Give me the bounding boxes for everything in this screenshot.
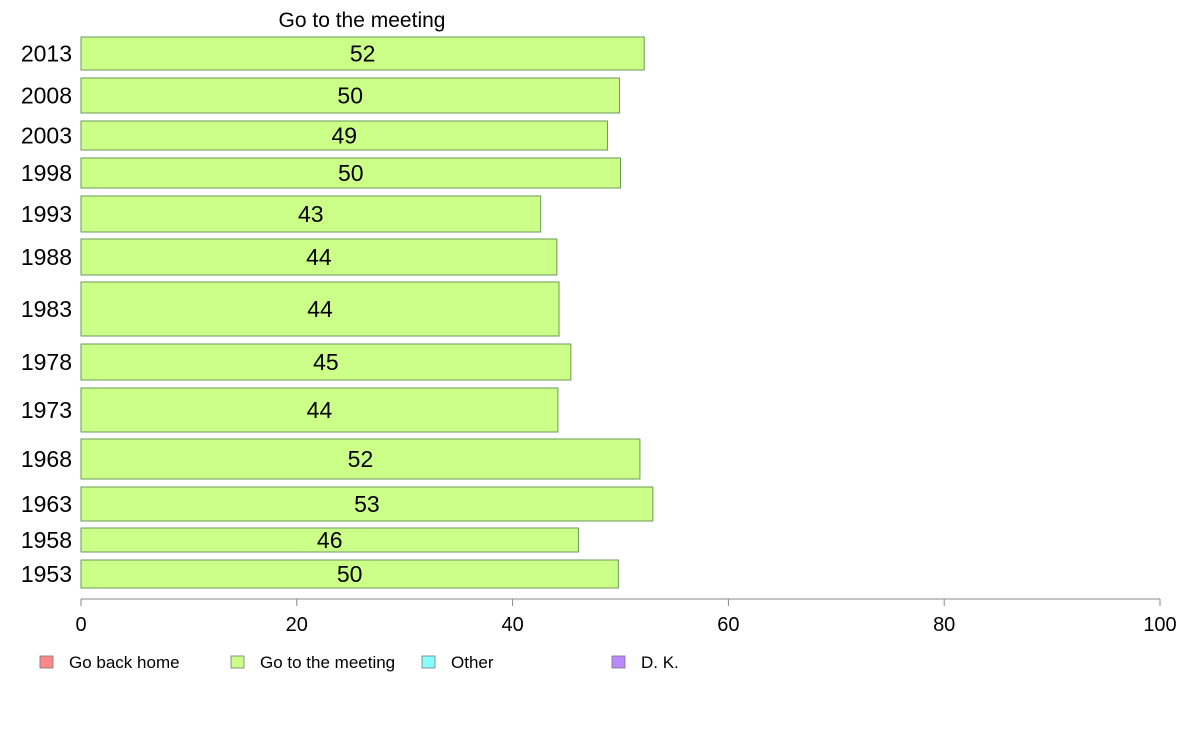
bar (80, 281, 560, 337)
bar (80, 36, 645, 71)
legend-label: Go to the meeting (260, 653, 395, 672)
bar-value-label: 46 (317, 527, 343, 553)
bar (80, 387, 559, 433)
category-label: 1998 (21, 160, 72, 186)
bar-value-label: 45 (313, 349, 339, 375)
legend-swatch (230, 655, 245, 669)
category-label: 2013 (21, 41, 72, 67)
category-label: 1958 (21, 527, 72, 553)
bar-value-label: 50 (337, 561, 363, 587)
bar (80, 195, 542, 233)
bar (80, 486, 654, 522)
category-label: 1963 (21, 491, 72, 517)
category-label: 2003 (21, 123, 72, 149)
bar-value-label: 49 (331, 123, 357, 149)
bar (80, 157, 621, 189)
bar-value-label: 43 (298, 201, 324, 227)
x-tick-label: 0 (75, 614, 86, 636)
bar-value-label: 50 (337, 83, 363, 109)
legend-label: Other (451, 653, 494, 672)
bar (80, 438, 641, 480)
bar-group: 52 2013 50 2008 49 2003 50 1998 43 1993 44 1988 44 19… (21, 36, 654, 589)
x-tick-label: 20 (286, 614, 308, 636)
category-label: 2008 (21, 83, 72, 109)
category-label: 1978 (21, 349, 72, 375)
bar (80, 343, 572, 381)
category-label: 1988 (21, 244, 72, 270)
category-label: 1973 (21, 397, 72, 423)
category-label: 1968 (21, 446, 72, 472)
bar-value-label: 52 (350, 41, 376, 67)
legend-swatch (421, 655, 436, 669)
bar-value-label: 44 (307, 397, 333, 423)
bar-value-label: 44 (306, 244, 332, 270)
category-label: 1993 (21, 201, 72, 227)
legend-swatch (611, 655, 626, 669)
bar (80, 527, 579, 553)
x-tick-label: 80 (933, 614, 955, 636)
x-tick-label: 60 (717, 614, 739, 636)
chart-title: Go to the meeting (279, 9, 446, 32)
legend-swatch (39, 655, 54, 669)
legend: Go back home Go to the meeting Other D. K. (39, 653, 679, 672)
bar (80, 120, 609, 151)
bar-value-label: 50 (338, 160, 364, 186)
bar-value-label: 44 (307, 296, 333, 322)
category-label: 1983 (21, 296, 72, 322)
bar (80, 77, 620, 114)
x-tick-label: 40 (501, 614, 523, 636)
bar (80, 559, 619, 589)
bar (80, 238, 558, 276)
x-tick-label: 100 (1143, 614, 1176, 636)
x-axis: 0 20 40 60 80 100 (75, 598, 1177, 636)
bar-value-label: 52 (348, 446, 374, 472)
legend-label: Go back home (69, 653, 180, 672)
bar-value-label: 53 (354, 491, 380, 517)
legend-label: D. K. (641, 653, 679, 672)
category-label: 1953 (21, 561, 72, 587)
